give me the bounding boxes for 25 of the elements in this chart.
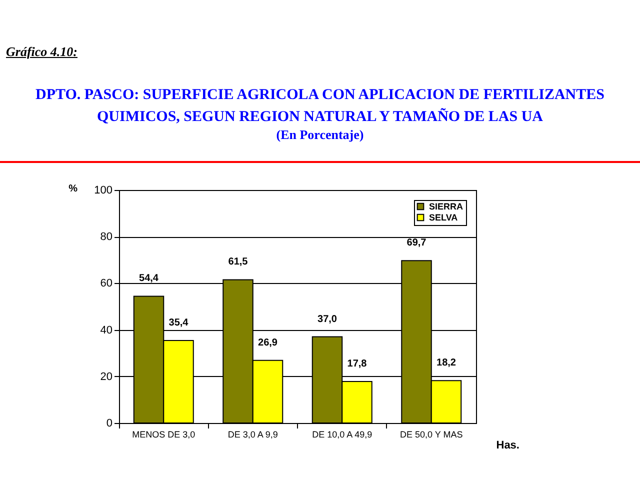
x-tick-label: MENOS DE 3,0 — [132, 430, 196, 440]
y-tick-label: 100 — [94, 184, 112, 196]
data-label: 26,9 — [258, 337, 278, 348]
data-label: 69,7 — [406, 238, 427, 249]
data-label: 18,2 — [436, 358, 456, 369]
data-label: 35,4 — [168, 318, 189, 329]
data-label: 61,5 — [228, 256, 248, 268]
data-label: 17,8 — [347, 358, 368, 370]
chart-subtitle: (En Porcentaje) — [275, 127, 365, 143]
data-label: 54,4 — [139, 273, 159, 284]
x-tick-label: DE 3,0 A 9,9 — [228, 430, 278, 440]
x-axis-title: Has. — [496, 440, 520, 452]
y-tick-label: 0 — [106, 418, 112, 430]
chart-title: DPTO. PASCO: SUPERFICIE AGRICOLA CON APLICACION DE FERTILIZANTES QUIMICOS, SEGUN REGION NATURAL Y TAMAÑO DE LAS UA — [34, 86, 606, 127]
y-tick-label: 80 — [100, 231, 112, 244]
data-label: 37,0 — [318, 314, 338, 325]
y-axis-title: % — [68, 184, 78, 194]
legend-label: SIERRA — [429, 202, 464, 212]
x-tick-label: DE 50,0 Y MAS — [400, 430, 463, 440]
y-tick-label: 20 — [100, 370, 112, 383]
legend-label: SELVA — [429, 212, 458, 222]
x-tick-label: DE 10,0 A 49,9 — [312, 430, 372, 440]
y-tick-label: 40 — [100, 324, 112, 336]
y-tick-label: 60 — [100, 278, 112, 290]
text: Gráfico 4.10: — [6, 44, 78, 60]
